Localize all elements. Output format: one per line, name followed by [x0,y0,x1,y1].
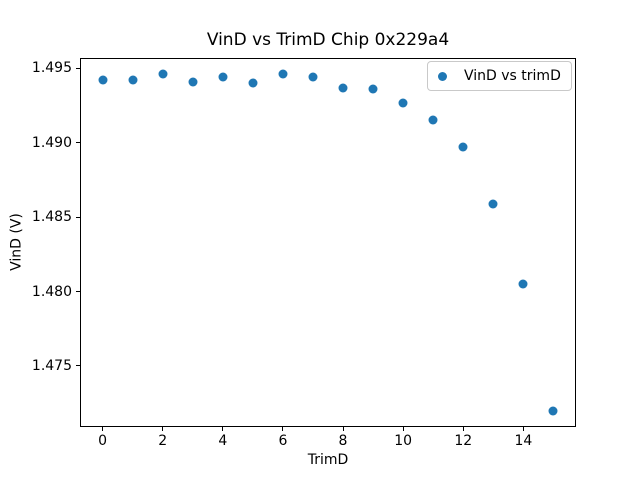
x-axis-label: TrimD [307,452,349,468]
scatter-point [158,69,168,79]
x-tick-label: 6 [278,433,288,449]
chart-title: VinD vs TrimD Chip 0x229a4 [206,30,450,50]
plot-area [80,58,576,427]
scatter-point [548,406,558,416]
y-tick-label: 1.490 [31,134,72,151]
y-tick-mark [76,67,80,69]
x-tick-mark [162,427,164,431]
scatter-point [308,72,318,82]
scatter-point [518,279,528,289]
scatter-point [278,69,288,79]
x-tick-label: 0 [98,433,107,449]
scatter-point [398,98,408,108]
x-tick-label: 12 [454,433,473,449]
x-tick-label: 10 [394,433,413,449]
scatter-point [188,77,198,87]
scatter-point [338,83,348,93]
y-tick-mark [76,291,80,293]
x-tick-mark [462,427,464,431]
scatter-point [458,142,468,152]
scatter-point [488,199,498,209]
scatter-point [128,75,138,85]
scatter-point [98,75,108,85]
y-tick-label: 1.475 [31,357,72,374]
x-tick-label: 14 [514,433,533,449]
x-tick-mark [522,427,524,431]
x-tick-mark [342,427,344,431]
y-tick-label: 1.480 [31,283,72,300]
x-tick-mark [282,427,284,431]
y-tick-label: 1.495 [31,60,72,77]
y-tick-mark [76,216,80,218]
scatter-point [428,115,438,125]
y-tick-mark [76,365,80,367]
legend: VinD vs trimD [427,61,572,91]
x-tick-label: 2 [158,433,168,449]
x-tick-mark [402,427,404,431]
x-tick-label: 4 [218,433,228,449]
legend-label: VinD vs trimD [464,67,561,84]
y-tick-label: 1.485 [31,209,72,226]
y-axis-label: VinD (V) [8,213,25,271]
x-tick-mark [102,427,104,431]
scatter-point [368,84,378,94]
scatter-point [218,72,228,82]
y-tick-mark [76,142,80,144]
legend-circle-icon [438,71,447,81]
x-tick-label: 8 [338,433,348,449]
x-tick-mark [222,427,224,431]
scatter-point [248,78,258,88]
